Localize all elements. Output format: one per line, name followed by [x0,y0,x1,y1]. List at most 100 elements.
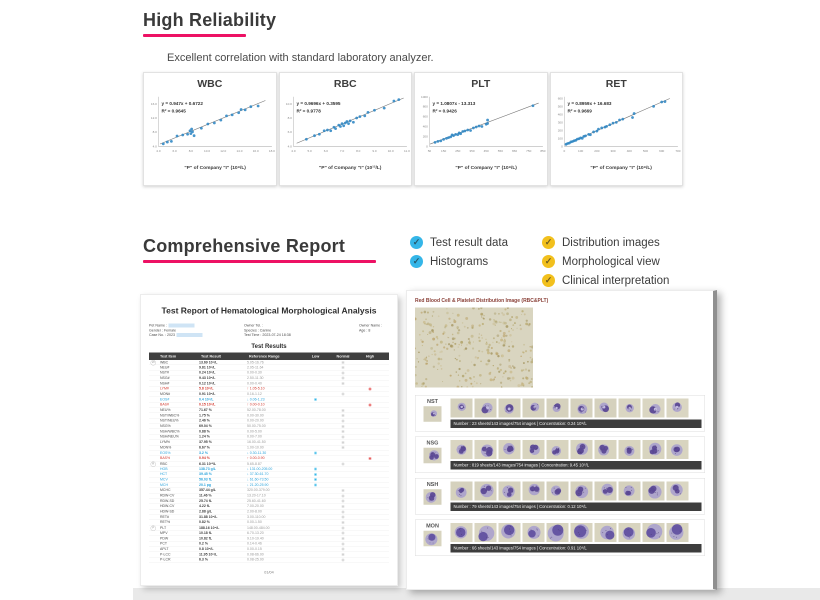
table-row: PDW 10.82 fL 9.10-19.40 [149,536,389,542]
flag-marker [314,483,317,487]
patient-field: Case No. : 2023 [149,333,244,338]
scatter-plot: 50 150 250 350 450 550 650 750 850 0 200 400 600 800 1… [421,95,546,171]
cell-thumbnail [522,440,545,459]
test-result: 357.44 g/L [199,488,216,493]
test-result: 9.81 10⁹/L [199,365,216,370]
patient-field: Owner Tel. : [244,323,264,328]
flag-cell [328,553,358,557]
class-images-column: Number : 66 sheets/143 images/754 images… [450,523,702,553]
flag-marker [341,462,345,466]
flag-cell [328,504,358,508]
flag-cell [358,456,382,460]
svg-text:200: 200 [422,134,427,138]
test-item: WBC [160,360,169,365]
page-number: 01/04 [264,569,274,575]
table-row: EOS# 0.4 10⁹/L ↓0.06-1.23 [149,397,389,403]
reference-range: 16.00-41.50 [247,440,266,445]
svg-text:8.0: 8.0 [188,149,193,153]
test-result: 2.46 % [199,419,210,423]
svg-text:6.0: 6.0 [288,130,293,134]
table-row: NSG# 9.43 10⁹/L 2.50-11.30 [149,376,389,382]
patient-field: Age : 8 [359,327,371,333]
flag-marker [341,526,345,530]
svg-text:4.0: 4.0 [292,149,297,153]
flag-cell [328,392,358,396]
flag-cell [328,558,358,562]
reference-range: 0.00-1.50 [247,520,262,525]
reference-range: 0.14-0.46 [247,542,262,546]
test-result: 0.24 10⁹/L [199,371,216,375]
svg-text:"P" of Company "I" (10⁹/L): "P" of Company "I" (10⁹/L) [184,165,246,171]
flag-marker [341,558,345,562]
svg-text:"P" of Company "I" (10⁹/L): "P" of Company "I" (10⁹/L) [591,165,653,171]
table-row: R RBC 6.31 10¹²/L 5.65-8.87 [149,461,389,467]
test-item: NST/NEU% [160,419,179,423]
reference-range: ↓131.00-205.00 [247,467,273,471]
svg-text:9.0: 9.0 [373,149,378,153]
cell-thumbnail [642,440,665,459]
flag-marker [341,488,345,492]
report-section-header: Comprehensive Report [143,236,376,263]
flag-cell [328,499,358,503]
chart-title: WBC [197,78,223,90]
down-arrow: ↓ [247,477,249,482]
table-row: MON# 0.91 10⁹/L 0.16-1.12 [149,392,389,398]
checklist-column-2: ✓ Distribution images ✓ Morphological view ✓… [542,236,669,287]
report-document-title: Test Report of Hematological Morphologic… [161,306,377,316]
svg-text:550: 550 [498,149,503,153]
cell-thumbnail [546,481,569,501]
test-result: 0.82 % [199,520,210,525]
test-item: LYM# [160,387,169,391]
title-underline [143,260,376,263]
table-row: NST/WBC% 1.75 % 0.00-30.00 [149,413,389,419]
flag-cell [303,398,328,402]
test-result: 37.95 % [199,440,212,445]
flag-cell [328,440,358,444]
thumbnail-strip [450,481,702,501]
up-arrow: ↑ [247,403,249,407]
test-result: 10.18 fL [199,531,213,535]
chart-title: PLT [471,78,491,90]
table-row: HDW-SD 2.88 g/L 2.00-8.00 [149,509,389,515]
test-result: 0.2 % [199,542,208,546]
cell-thumbnail [570,440,593,459]
flag-marker [341,494,345,498]
flag-cell [328,526,358,530]
table-row: MON% 6.67 % 1.00-10.00 [149,445,389,451]
class-label-column: NSG [419,440,447,470]
test-result: 138.73 g/L [199,467,216,471]
table-row: P PLT 188.16 10⁹/L 148.00-484.00 [149,525,389,531]
flag-marker [341,361,345,364]
table-row: RET% 0.82 % 0.00-1.50 [149,520,389,526]
flag-marker [314,478,317,482]
flag-cell [328,547,358,551]
flag-marker [341,547,345,551]
down-arrow: ↓ [247,451,249,455]
feature-item: ✓ Histograms [410,255,520,268]
table-row: NST/NEU% 2.46 % 0.00-20.00 [149,419,389,424]
reference-range: 2.00-8.00 [247,510,262,514]
flag-marker [341,499,345,503]
test-item: NSG% [160,424,171,429]
svg-text:150: 150 [441,149,446,153]
table-row: RET# 31.88 10⁹/L 3.00-110.00 [149,515,389,521]
flag-cell [328,520,358,524]
flag-marker [368,456,372,460]
flag-marker [341,440,345,444]
flag-marker [341,419,345,423]
microscopy-image [413,306,705,391]
test-result: 0.15 10⁹/L [199,403,216,407]
flag-cell [328,430,358,434]
section-divider-strip [133,588,820,600]
data-points [564,100,667,146]
table-row: RDW-SD 25.74 fL 25.60-41.60 [149,499,389,505]
test-result: 6.67 % [199,445,210,450]
svg-text:10.0: 10.0 [286,102,292,106]
patient-field: Species : Canine [244,327,272,333]
test-item: HGB [160,467,168,471]
test-result: 39.45 % [199,472,212,477]
reference-range: ↑0.00-0.10 [247,403,265,407]
test-result: 69.04 % [199,424,212,429]
test-item: NST/WBC% [160,413,180,418]
flag-cell [303,472,328,476]
